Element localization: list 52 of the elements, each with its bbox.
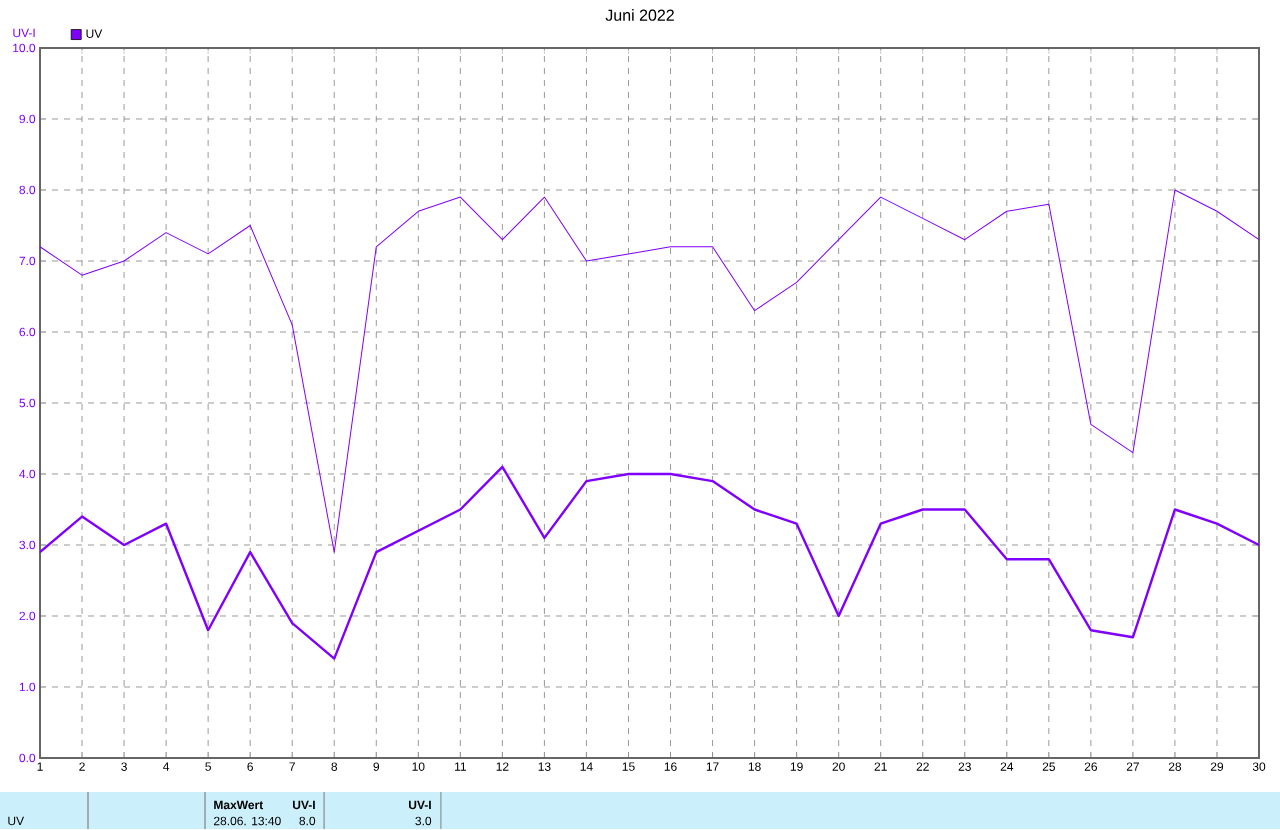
x-tick-label: 14	[580, 762, 593, 771]
x-tick-label: 23	[958, 762, 971, 772]
text: UV-I	[292, 801, 315, 810]
y-tick-label: 1.0	[19, 682, 36, 692]
x-tick-label: 3	[121, 762, 127, 772]
y-tick-label: 8.0	[19, 185, 36, 195]
y-tick-label: 5.0	[19, 398, 36, 408]
x-tick-label: 24	[1000, 762, 1014, 771]
x-tick-label: 20	[832, 762, 845, 772]
chart-title: Juni 2022	[605, 9, 674, 22]
y-tick-label: 7.0	[19, 256, 36, 266]
x-tick-label: 29	[1210, 762, 1224, 772]
legend-label: UV	[86, 29, 103, 39]
x-tick-label: 1	[37, 762, 43, 771]
x-tick-label: 12	[496, 762, 509, 771]
y-tick-label: 0.0	[19, 753, 36, 763]
y-tick-label: 9.0	[19, 114, 36, 124]
x-tick-label: 11	[455, 762, 466, 771]
text: UV-I	[408, 801, 431, 810]
text: 28.06. 13:40	[214, 816, 281, 826]
x-tick-label: 22	[916, 762, 929, 771]
y-tick-label: 10.0	[13, 43, 36, 53]
y-tick-label: 6.0	[19, 327, 36, 337]
line-series	[40, 189, 1259, 553]
x-tick-label: 19	[790, 762, 803, 772]
y-axis-title: UV-I	[13, 29, 35, 38]
x-tick-label: 10	[412, 762, 425, 772]
y-tick-label: 4.0	[19, 469, 36, 479]
x-tick-label: 7	[289, 762, 295, 771]
x-tick-label: 25	[1042, 762, 1056, 772]
x-tick-label: 5	[205, 762, 211, 771]
y-tick-label: 3.0	[19, 540, 36, 550]
x-tick-label: 17	[706, 762, 719, 771]
x-tick-label: 15	[622, 762, 635, 771]
x-tick-label: 26	[1084, 762, 1098, 772]
text: 3.0	[415, 816, 432, 826]
x-tick-label: 27	[1126, 762, 1139, 771]
x-tick-label: 16	[664, 762, 677, 772]
x-tick-label: 28	[1168, 762, 1182, 772]
x-tick-label: 8	[331, 762, 338, 772]
x-tick-label: 6	[247, 762, 253, 772]
x-tick-label: 9	[373, 762, 380, 772]
text: 8.0	[299, 816, 316, 826]
x-tick-label: 13	[538, 762, 551, 772]
text: MaxWert	[214, 801, 264, 810]
x-tick-label: 4	[163, 762, 170, 771]
text: UV	[8, 817, 25, 826]
x-tick-label: 30	[1252, 762, 1266, 772]
y-tick-label: 2.0	[19, 611, 36, 621]
x-tick-label: 21	[874, 762, 887, 771]
x-tick-label: 2	[79, 762, 85, 771]
x-tick-label: 18	[748, 762, 761, 772]
